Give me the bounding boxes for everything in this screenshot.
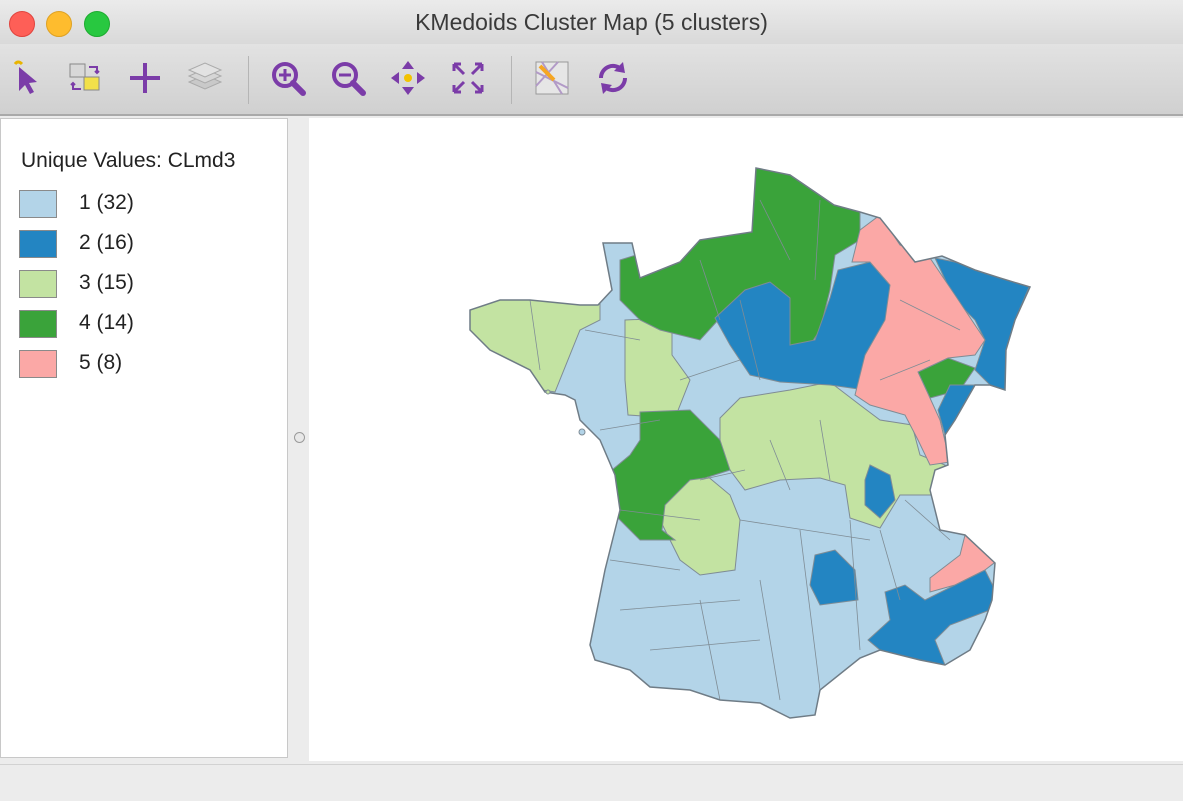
legend-swatch [19,350,57,378]
island [545,389,551,395]
legend-item-label: 3 (15) [79,271,134,294]
plus-icon [130,63,160,93]
select-tool[interactable] [7,58,47,98]
layers-icon [187,62,223,90]
island [578,428,586,436]
cluster-4-region[interactable] [609,409,731,541]
legend-title: Unique Values: CLmd3 [21,149,236,172]
add-layer-tool[interactable] [125,58,165,98]
pan-tool[interactable] [388,58,428,98]
layers-tool[interactable] [185,58,225,98]
splitter-handle[interactable] [294,432,305,443]
zoom-window-button[interactable] [84,11,110,37]
zoom-in-icon [272,62,306,96]
pan-arrows-icon [391,61,425,95]
window-title: KMedoids Cluster Map (5 clusters) [415,9,768,35]
zoom-in-tool[interactable] [268,58,308,98]
legend-swatch [19,190,57,218]
panel-splitter[interactable] [289,118,309,758]
toolbar [0,44,1183,116]
close-window-button[interactable] [9,11,35,37]
full-extent-icon [452,62,484,94]
legend-swatch [19,310,57,338]
invert-selection-icon [69,63,100,91]
toolbar-separator [511,56,512,104]
cluster-2-region[interactable] [864,464,896,519]
basemap-tool[interactable] [532,58,572,98]
legend-swatch [19,270,57,298]
toggle-selection-tool[interactable] [65,58,105,98]
select-arrow-icon [13,60,37,94]
status-bar [0,764,1183,801]
basemap-icon [535,61,569,95]
zoom-out-icon [332,62,366,96]
legend-item-label: 4 (14) [79,311,134,334]
refresh-icon [598,62,628,94]
legend-item-label: 5 (8) [79,351,123,374]
title-bar: KMedoids Cluster Map (5 clusters) [0,0,1183,44]
toolbar-separator [248,56,249,104]
cluster-2-region[interactable] [809,549,859,606]
france-cluster-map[interactable] [309,118,1183,761]
minimize-window-button[interactable] [46,11,72,37]
zoom-out-tool[interactable] [328,58,368,98]
map-canvas[interactable] [309,118,1183,761]
refresh-tool[interactable] [593,58,633,98]
legend-swatch [19,230,57,258]
legend-item-label: 2 (16) [79,231,134,254]
cluster-2-region[interactable] [867,569,996,666]
full-extent-tool[interactable] [448,58,488,98]
legend-panel: Unique Values: CLmd3 1 (32) 2 (16) 3 (15… [0,118,288,758]
legend-item-label: 1 (32) [79,191,134,214]
